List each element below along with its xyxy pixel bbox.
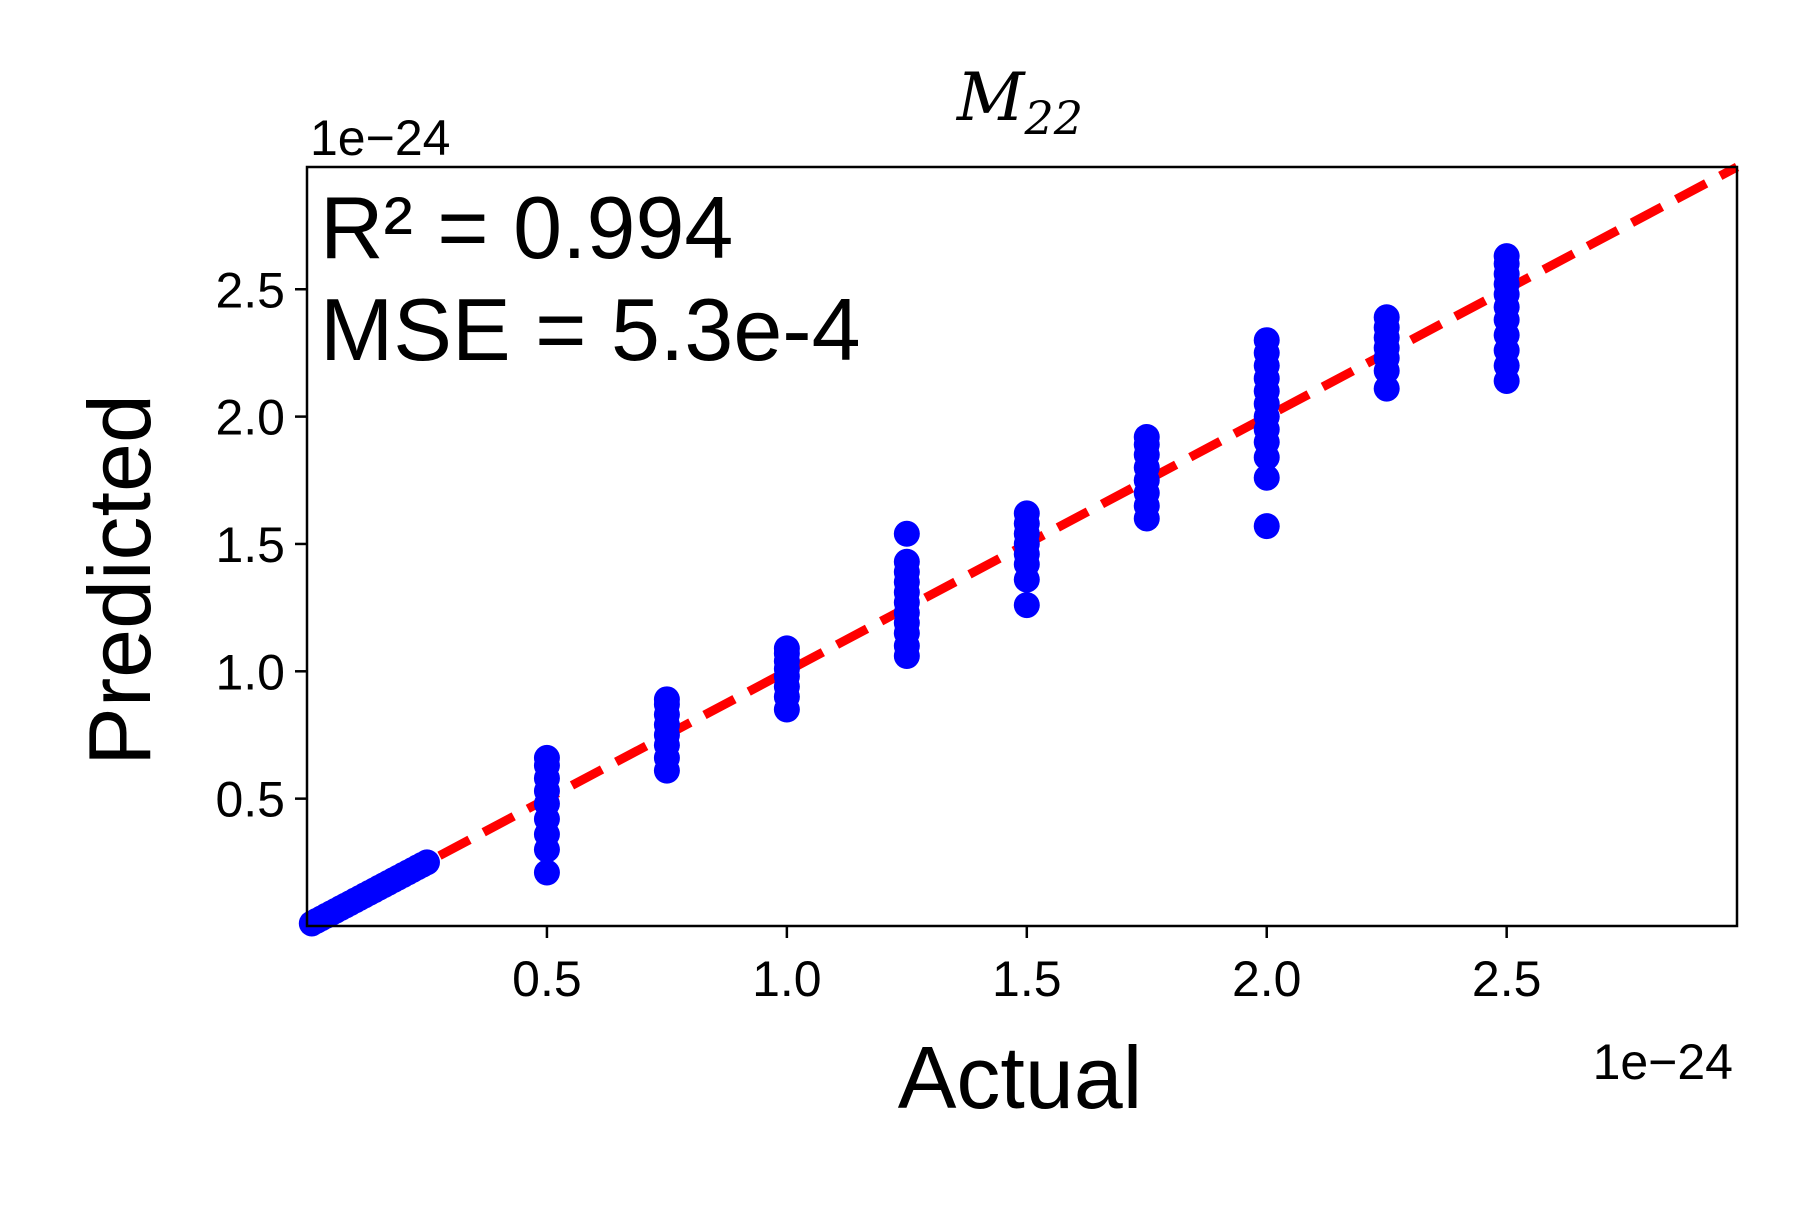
data-point [1493,243,1520,270]
r2-annotation: R² = 0.994 [320,178,733,277]
y-axis-label: Predicted [70,394,169,766]
y-tick-label: 2.0 [215,390,285,446]
data-point [1373,375,1400,402]
data-point [653,686,680,713]
mse-annotation: MSE = 5.3e-4 [320,280,861,379]
ticks-layer: 0.5 1.0 1.5 2.0 2.5 0.5 1.0 1.5 2.0 2.5 [215,262,1541,1007]
chart-title-subscript: 22 [1024,91,1084,145]
x-offset-label: 1e−24 [1593,1034,1733,1090]
data-point [533,859,560,886]
data-point [1013,592,1040,619]
chart-title: M22 [956,59,1083,145]
y-tick-label: 1.5 [215,517,285,573]
x-axis-label: Actual [898,1028,1143,1127]
x-tick-label: 1.0 [752,951,822,1007]
data-point [1253,327,1280,354]
x-tick-label: 0.5 [512,951,582,1007]
x-tick-label: 2.5 [1472,951,1542,1007]
data-point [413,849,440,876]
plot-frame [305,165,1739,928]
data-point [893,520,920,547]
x-tick-label: 2.0 [1232,951,1302,1007]
y-tick-label: 0.5 [215,772,285,828]
x-tick-label: 1.5 [992,951,1062,1007]
y-offset-label: 1e−24 [310,110,450,166]
data-point [533,744,560,771]
data-point [1133,423,1160,450]
data-point [1373,304,1400,331]
data-point [1013,500,1040,527]
data-point [1253,513,1280,540]
y-tick-label: 2.5 [215,262,285,318]
y-tick-label: 1.0 [215,644,285,700]
points-layer [298,243,1520,937]
data-point [893,548,920,575]
data-point [773,635,800,662]
data-point [1253,464,1280,491]
